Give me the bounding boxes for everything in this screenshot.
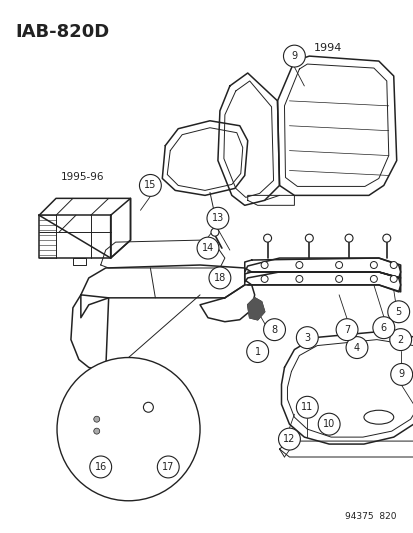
Circle shape: [335, 319, 357, 341]
Text: 14: 14: [202, 243, 214, 253]
Circle shape: [390, 364, 412, 385]
Circle shape: [296, 397, 318, 418]
Circle shape: [389, 262, 396, 269]
Circle shape: [389, 329, 411, 351]
Circle shape: [263, 319, 285, 341]
Circle shape: [296, 327, 318, 349]
Circle shape: [157, 456, 179, 478]
Text: 16: 16: [94, 462, 107, 472]
Text: 9: 9: [398, 369, 404, 379]
Circle shape: [143, 402, 153, 412]
Circle shape: [335, 276, 342, 282]
Circle shape: [318, 413, 339, 435]
Circle shape: [283, 45, 305, 67]
Circle shape: [246, 341, 268, 362]
Circle shape: [305, 234, 313, 242]
Text: 2: 2: [396, 335, 403, 345]
Circle shape: [261, 276, 268, 282]
Circle shape: [295, 262, 302, 269]
Circle shape: [90, 456, 112, 478]
Text: 9: 9: [291, 51, 297, 61]
Circle shape: [263, 234, 271, 242]
Text: 7: 7: [343, 325, 349, 335]
Text: 5: 5: [395, 307, 401, 317]
Circle shape: [93, 428, 100, 434]
Polygon shape: [247, 298, 264, 320]
Text: 11: 11: [301, 402, 313, 412]
Text: 4: 4: [353, 343, 359, 352]
Text: 17: 17: [161, 462, 174, 472]
Circle shape: [93, 416, 100, 422]
Text: 6: 6: [380, 322, 386, 333]
Circle shape: [209, 267, 230, 289]
Text: 1994: 1994: [313, 43, 342, 53]
Circle shape: [389, 276, 396, 282]
Text: 1995-96: 1995-96: [61, 173, 104, 182]
Text: 18: 18: [213, 273, 225, 283]
Circle shape: [57, 358, 199, 501]
Circle shape: [261, 262, 268, 269]
Text: 12: 12: [282, 434, 295, 444]
Circle shape: [372, 317, 394, 338]
Text: 3: 3: [304, 333, 310, 343]
Text: 94375  820: 94375 820: [344, 512, 396, 521]
Circle shape: [211, 228, 218, 236]
Text: 1: 1: [254, 346, 260, 357]
Circle shape: [335, 262, 342, 269]
Text: 10: 10: [322, 419, 335, 429]
Text: 8: 8: [271, 325, 277, 335]
Circle shape: [139, 174, 161, 196]
Circle shape: [345, 337, 367, 359]
Text: 15: 15: [144, 181, 156, 190]
Text: 13: 13: [211, 213, 223, 223]
Circle shape: [370, 276, 376, 282]
Circle shape: [387, 301, 408, 322]
Circle shape: [344, 234, 352, 242]
Circle shape: [370, 262, 376, 269]
Circle shape: [206, 207, 228, 229]
Circle shape: [278, 428, 300, 450]
Circle shape: [295, 276, 302, 282]
Circle shape: [382, 234, 390, 242]
Text: IAB-820D: IAB-820D: [15, 23, 109, 41]
Circle shape: [197, 237, 218, 259]
